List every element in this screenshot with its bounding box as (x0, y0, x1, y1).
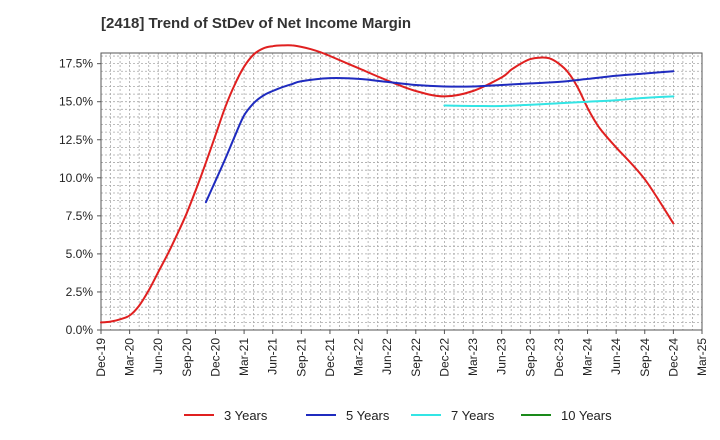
x-tick-label: Dec-19 (94, 338, 108, 377)
x-tick-label: Sep-21 (294, 338, 308, 377)
series-line-7-years (443, 95, 675, 108)
x-tick-label: Dec-23 (552, 338, 566, 377)
y-tick-label: 0.0% (66, 323, 94, 337)
y-tick-label: 5.0% (66, 247, 94, 261)
legend-label-5-years: 5 Years (346, 408, 390, 423)
series-line-5-years (204, 70, 675, 204)
series-line-3-years (100, 44, 675, 324)
x-tick-label: Dec-24 (666, 338, 680, 377)
axis-layer: 0.0% 2.5% 5.0% 7.5% 10.0% 12.5% 15.0% 17.5% Dec-… (59, 52, 709, 377)
x-tick-label: Dec-21 (323, 338, 337, 377)
legend-label-10-years: 10 Years (561, 408, 612, 423)
x-tick-label: Sep-22 (409, 338, 423, 377)
x-tick-label: Jun-22 (380, 338, 394, 375)
series-layer (100, 44, 675, 324)
legend-label-3-years: 3 Years (224, 408, 268, 423)
x-tick-label: Jun-20 (151, 338, 165, 375)
x-tick-label: Mar-24 (581, 338, 595, 376)
chart-title: [2418] Trend of StDev of Net Income Marg… (101, 15, 412, 32)
grid-layer (100, 53, 703, 331)
x-tick-label: Mar-23 (466, 338, 480, 376)
x-tick-label: Dec-20 (208, 338, 222, 377)
x-tick-label: Mar-20 (123, 338, 137, 376)
x-tick-label: Mar-22 (352, 338, 366, 376)
x-tick-label: Mar-21 (237, 338, 251, 376)
plot-frame (100, 52, 703, 331)
x-tick-label: Sep-24 (638, 338, 652, 377)
legend-label-7-years: 7 Years (451, 408, 495, 423)
x-tick-label: Jun-21 (266, 338, 280, 375)
y-tick-label: 17.5% (59, 57, 93, 71)
y-tick-label: 15.0% (59, 95, 93, 109)
plot-background (101, 53, 702, 330)
y-tick-label: 7.5% (66, 209, 94, 223)
x-tick-label: Sep-20 (180, 338, 194, 377)
x-tick-label: Sep-23 (523, 338, 537, 377)
legend: 3 Years 5 Years 7 Years 10 Years (184, 408, 612, 423)
y-tick-label: 10.0% (59, 171, 93, 185)
x-tick-label: Dec-22 (437, 338, 451, 377)
y-tick-label: 12.5% (59, 133, 93, 147)
y-tick-label: 2.5% (66, 285, 94, 299)
x-tick-label: Jun-24 (609, 338, 623, 375)
x-tick-label: Jun-23 (495, 338, 509, 375)
x-tick-label: Mar-25 (695, 338, 709, 376)
